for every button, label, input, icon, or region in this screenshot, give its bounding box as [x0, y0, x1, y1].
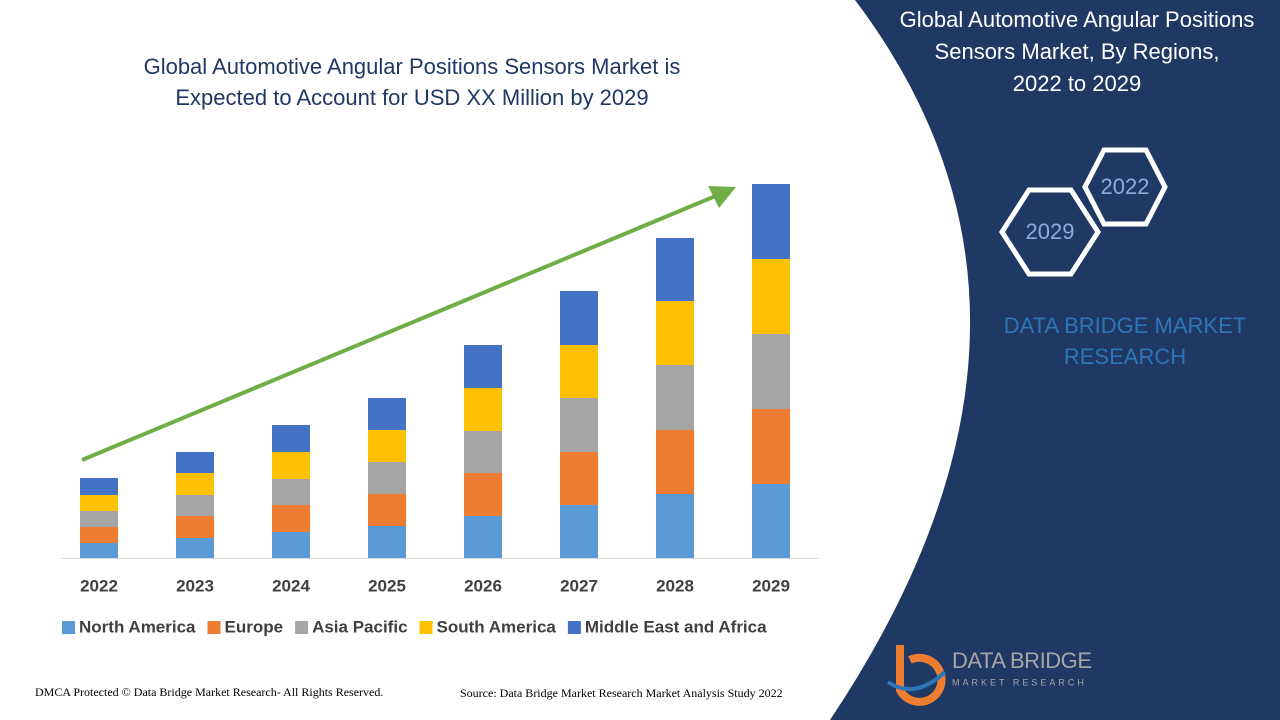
bar-segment	[80, 527, 118, 543]
logo	[886, 645, 947, 706]
bar-segment	[80, 511, 118, 527]
bar-segment	[752, 334, 790, 409]
logo-name: DATA BRIDGE	[952, 648, 1092, 673]
x-tick-label: 2028	[656, 576, 694, 595]
logo-sub: MARKET RESEARCH	[952, 677, 1087, 687]
bar-segment	[560, 345, 598, 398]
bar-segment	[272, 505, 310, 532]
panel-title: Global Automotive Angular Positions	[900, 7, 1255, 32]
bar-segment	[176, 495, 214, 516]
brand-text: DATA BRIDGE MARKET	[1004, 313, 1246, 338]
bar-segment	[368, 462, 406, 494]
x-tick-label: 2026	[464, 576, 502, 595]
chart-title: Expected to Account for USD XX Million b…	[175, 85, 648, 110]
bar-segment	[272, 452, 310, 479]
bar-segment	[272, 532, 310, 558]
footer-left: DMCA Protected © Data Bridge Market Rese…	[35, 685, 383, 699]
hex-label: 2029	[1026, 219, 1075, 244]
bar-segment	[656, 494, 694, 558]
bar-segment	[560, 505, 598, 558]
legend-label: Europe	[225, 617, 284, 636]
x-tick-label: 2029	[752, 576, 790, 595]
side-panel-bg	[830, 0, 1280, 720]
legend-swatch	[567, 621, 581, 634]
hexagon	[999, 187, 1101, 277]
bar-segment	[176, 538, 214, 558]
legend-swatch	[207, 621, 221, 634]
bar-segment	[80, 478, 118, 495]
x-tick-label: 2027	[560, 576, 598, 595]
x-tick-label: 2025	[368, 576, 406, 595]
panel-title: Sensors Market, By Regions,	[935, 39, 1220, 64]
bar-segment	[176, 516, 214, 538]
bar-segment	[176, 473, 214, 495]
bar-segment	[656, 365, 694, 430]
bar-segment	[176, 452, 214, 473]
bar-segment	[464, 473, 502, 516]
legend-label: Middle East and Africa	[585, 617, 767, 636]
bar-segment	[464, 516, 502, 558]
bar-segment	[80, 543, 118, 558]
legend-label: Asia Pacific	[312, 617, 407, 636]
bar-segment	[464, 345, 502, 388]
bar-segment	[752, 184, 790, 259]
trend-arrow	[81, 186, 736, 462]
bar-segment	[560, 398, 598, 452]
x-tick-label: 2022	[80, 576, 118, 595]
legend-swatch	[62, 621, 75, 634]
bar-segment	[752, 484, 790, 558]
bar-segment	[656, 238, 694, 301]
chart-title: Global Automotive Angular Positions Sens…	[144, 54, 681, 79]
legend-label: North America	[79, 617, 196, 636]
bar-segment	[368, 526, 406, 558]
hex-label: 2022	[1101, 174, 1150, 199]
bar-segment	[80, 495, 118, 511]
bar-segment	[656, 430, 694, 494]
x-tick-label: 2024	[272, 576, 310, 595]
x-tick-label: 2023	[176, 576, 214, 595]
bar-segment	[464, 431, 502, 473]
bar-segment	[464, 388, 502, 431]
bar-segment	[656, 301, 694, 365]
legend-label: South America	[437, 617, 557, 636]
bar-segment	[752, 259, 790, 334]
footer-right: Source: Data Bridge Market Research Mark…	[460, 686, 783, 700]
bar-segment	[752, 409, 790, 484]
bar-segment	[368, 398, 406, 430]
bar-segment	[272, 425, 310, 452]
bar-segment	[368, 494, 406, 526]
brand-text: RESEARCH	[1064, 344, 1186, 369]
hexagon	[1082, 147, 1168, 227]
bar-segment	[368, 430, 406, 462]
bar-segment	[560, 291, 598, 345]
legend-swatch	[419, 621, 433, 634]
panel-title: 2022 to 2029	[1013, 71, 1141, 96]
legend-swatch	[295, 621, 309, 634]
bar-segment	[560, 452, 598, 505]
bar-segment	[272, 479, 310, 505]
